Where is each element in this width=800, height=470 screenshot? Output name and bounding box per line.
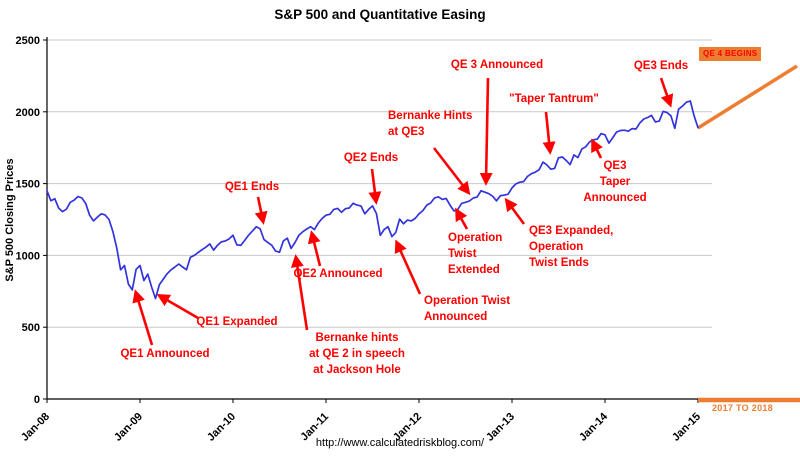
- annotation-arrow: [368, 168, 382, 205]
- annotation-arrow: [504, 197, 526, 225]
- annotation-text: QE1 Ends: [225, 181, 279, 193]
- annotation-text: Operation: [529, 241, 583, 253]
- annotation-text: QE2 Announced: [293, 268, 382, 280]
- annotation-text: Twist Ends: [529, 257, 589, 269]
- annotation-arrow: [290, 254, 309, 331]
- annotation-qe2-ends: QE2 Ends: [344, 152, 398, 205]
- annotation-qe3-ends: QE3 Ends: [634, 60, 688, 108]
- annotation-text: Extended: [448, 264, 500, 276]
- annotation-twist-announced: Operation Twist Announced: [394, 239, 510, 323]
- annotation-arrow: [542, 111, 556, 155]
- annotation-arrow: [479, 77, 493, 186]
- y-tick-label: 2500: [16, 35, 40, 47]
- future-range-label: 2017 TO 2018: [712, 403, 773, 413]
- annotation-text: QE3 Ends: [634, 60, 688, 72]
- annotation-qe1-ends: QE1 Ends: [225, 181, 279, 225]
- qe4-begins-label: QE 4 BEGINS: [699, 47, 762, 61]
- annotation-text: at QE3: [388, 126, 424, 138]
- annotation-arrow: [156, 294, 199, 320]
- annotation-text: Operation: [448, 232, 502, 244]
- annotation-arrow: [432, 147, 471, 196]
- annotation-arrow: [254, 196, 268, 225]
- annotation-text: QE2 Ends: [344, 152, 398, 164]
- annotation-qe1-expanded: QE1 Expanded: [156, 294, 278, 328]
- y-tick-label: 0: [34, 394, 40, 406]
- annotation-jackson-hole: Bernanke hints at QE 2 in speech at Jackso…: [290, 254, 405, 376]
- sp500-price-line: [46, 100, 699, 300]
- annotation-arrow: [455, 207, 469, 230]
- annotation-text: Announced: [424, 311, 487, 323]
- annotation-text: Operation Twist: [424, 295, 510, 307]
- annotation-arrow: [394, 239, 422, 295]
- y-tick-label: 2000: [16, 107, 40, 119]
- annotation-arrow: [659, 77, 674, 108]
- annotation-qe3-announced: QE 3 Announced: [451, 59, 543, 186]
- y-tick-label: 1500: [16, 179, 40, 191]
- annotation-qe2-announced: QE2 Announced: [293, 230, 383, 280]
- annotation-text: "Taper Tantrum": [509, 93, 599, 105]
- chart-title: S&P 500 and Quantitative Easing: [274, 7, 486, 22]
- gridlines: [47, 39, 712, 328]
- annotation-text: Twist: [448, 248, 477, 260]
- annotation-bernanke-qe3: Bernanke Hints at QE3: [388, 110, 472, 196]
- annotation-text: at Jackson Hole: [313, 364, 401, 376]
- annotation-text: at QE 2 in speech: [309, 348, 405, 360]
- y-axis-title: S&P 500 Closing Prices: [4, 158, 16, 282]
- annotation-qe3-taper: QE3 Taper Announced: [583, 138, 647, 204]
- annotation-text: QE1 Expanded: [196, 316, 277, 328]
- qe4-projection-line: [697, 64, 798, 130]
- annotation-text: Taper: [600, 176, 631, 188]
- annotation-text: QE3: [603, 160, 626, 172]
- annotation-arrow: [132, 289, 154, 346]
- annotation-taper-tantrum: "Taper Tantrum": [509, 93, 599, 155]
- y-tick-label: 500: [22, 322, 40, 334]
- y-tick-labels: 0 500 1000 1500 2000 2500: [16, 35, 47, 406]
- annotation-text: Bernanke Hints: [388, 110, 472, 122]
- source-url-text: http://www.calculatedriskblog.com/: [315, 437, 485, 449]
- y-tick-label: 1000: [16, 250, 40, 262]
- annotation-text: QE3 Expanded,: [529, 225, 613, 237]
- annotation-arrow: [307, 230, 322, 267]
- annotation-arrow: [591, 138, 603, 159]
- annotation-text: QE 3 Announced: [451, 59, 543, 71]
- annotation-text: Announced: [583, 192, 646, 204]
- annotation-text: Bernanke hints: [315, 332, 398, 344]
- annotation-qe1-announced: QE1 Announced: [120, 289, 210, 360]
- axes: [46, 37, 712, 400]
- annotation-twist-extended: Operation Twist Extended: [448, 207, 502, 276]
- annotation-text: QE1 Announced: [120, 348, 209, 360]
- annotation-qe3-expanded: QE3 Expanded, Operation Twist Ends: [504, 197, 613, 269]
